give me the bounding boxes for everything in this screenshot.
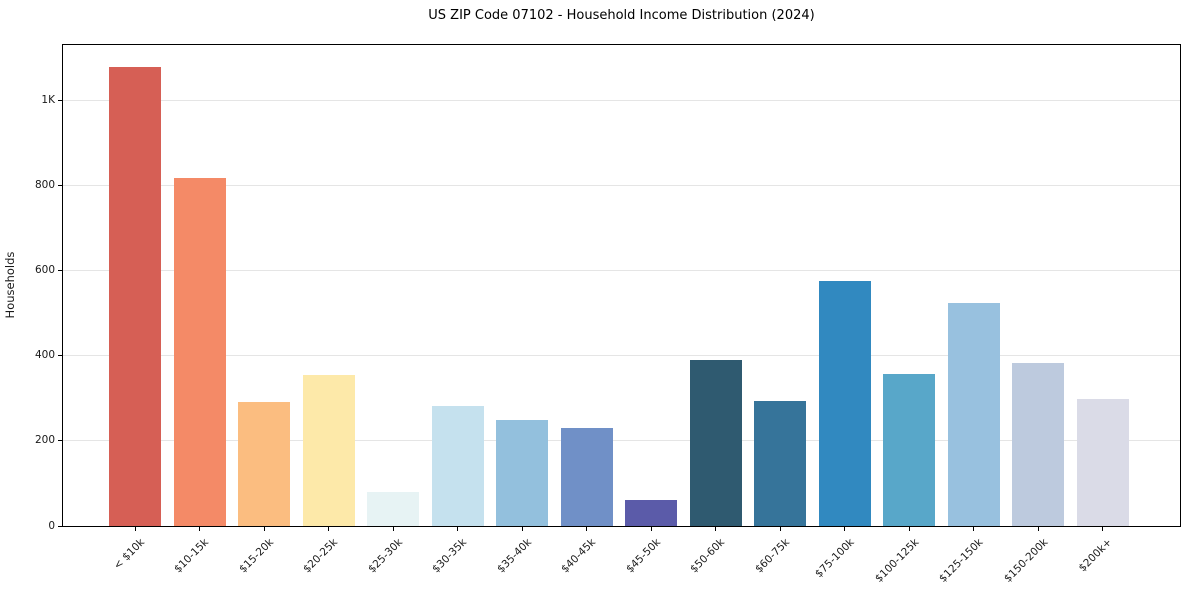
x-tick-mark-$40-45k — [586, 527, 588, 531]
bar-$150-200k — [1012, 362, 1065, 526]
x-tick-label-$75-100k: $75-100k — [812, 536, 857, 581]
x-tick-mark-$20-25k — [328, 527, 330, 531]
y-tick-mark-600 — [58, 270, 62, 272]
x-tick-label-$100-125k: $100-125k — [872, 536, 922, 585]
x-tick-mark-$75-100k — [844, 527, 846, 531]
x-tick-mark-$35-40k — [521, 527, 523, 531]
gridline-y-600 — [63, 270, 1180, 272]
x-tick-mark-$125-150k — [973, 527, 975, 531]
bar-$30-35k — [431, 405, 484, 526]
y-tick-label-1K: 1K — [41, 93, 55, 106]
bar-$20-25k — [302, 375, 355, 526]
x-tick-label-$50-60k: $50-60k — [688, 536, 728, 576]
bar-$125-150k — [947, 302, 1000, 526]
x-tick-label-$25-30k: $25-30k — [365, 536, 406, 576]
x-tick-label-$40-45k: $40-45k — [559, 536, 599, 576]
bar-$50-60k — [689, 360, 742, 526]
bar-< $10k — [109, 67, 162, 526]
y-tick-label-400: 400 — [34, 349, 55, 362]
x-tick-mark-$60-75k — [779, 527, 781, 531]
x-tick-label-$150-200k: $150-200k — [1001, 536, 1051, 585]
y-axis-label: Households — [3, 251, 17, 319]
bar-$45-50k — [625, 500, 678, 526]
y-tick-label-200: 200 — [34, 434, 55, 447]
bar-$35-40k — [496, 419, 549, 526]
x-tick-label-$15-20k: $15-20k — [236, 536, 277, 576]
x-tick-label-$125-150k: $125-150k — [936, 536, 986, 585]
x-tick-label-$60-75k: $60-75k — [752, 536, 793, 576]
x-tick-mark-$25-30k — [392, 527, 394, 531]
x-tick-label-$10-15k: $10-15k — [172, 536, 212, 576]
x-tick-mark-$150-200k — [1037, 527, 1039, 531]
x-tick-label-$30-35k: $30-35k — [430, 536, 470, 576]
x-tick-mark-$100-125k — [908, 527, 910, 531]
bar-$200k+ — [1076, 399, 1129, 526]
bar-$15-20k — [238, 402, 291, 526]
bar-$10-15k — [173, 178, 226, 526]
x-tick-mark-$10-15k — [199, 527, 201, 531]
bar-$60-75k — [754, 400, 807, 526]
x-tick-label-$200k+: $200k+ — [1076, 536, 1115, 575]
y-tick-label-600: 600 — [34, 264, 55, 277]
gridline-y-800 — [63, 184, 1180, 186]
chart-title: US ZIP Code 07102 - Household Income Dis… — [428, 8, 815, 23]
y-tick-mark-0 — [58, 525, 62, 527]
y-tick-mark-800 — [58, 184, 62, 186]
y-tick-mark-200 — [58, 440, 62, 442]
x-tick-mark-$50-60k — [715, 527, 717, 531]
y-tick-mark-400 — [58, 355, 62, 357]
y-tick-label-800: 800 — [34, 178, 55, 191]
x-tick-mark-$15-20k — [263, 527, 265, 531]
x-tick-mark-$30-35k — [457, 527, 459, 531]
x-tick-label-< $10k: < $10k — [111, 536, 148, 572]
bar-$40-45k — [560, 428, 613, 526]
bar-$75-100k — [818, 281, 871, 526]
y-tick-mark-1K — [58, 99, 62, 101]
x-tick-mark-< $10k — [134, 527, 136, 531]
bar-$25-30k — [367, 491, 420, 526]
x-tick-mark-$45-50k — [650, 527, 652, 531]
x-tick-label-$35-40k: $35-40k — [494, 536, 535, 576]
gridline-y-1K — [63, 99, 1180, 101]
x-tick-mark-$200k+ — [1102, 527, 1104, 531]
plot-area: 0 200 400 600 800 1K < $10k $10-15k $15-20k $20-2… — [35, 44, 1181, 585]
x-tick-label-$45-50k: $45-50k — [623, 536, 664, 576]
gridline-y-400 — [63, 355, 1180, 357]
gridline-y-200 — [63, 440, 1180, 442]
y-tick-label-0: 0 — [48, 519, 55, 532]
bars-layer — [63, 45, 1180, 526]
bar-$100-125k — [883, 374, 936, 526]
x-tick-label-$20-25k: $20-25k — [301, 536, 341, 576]
